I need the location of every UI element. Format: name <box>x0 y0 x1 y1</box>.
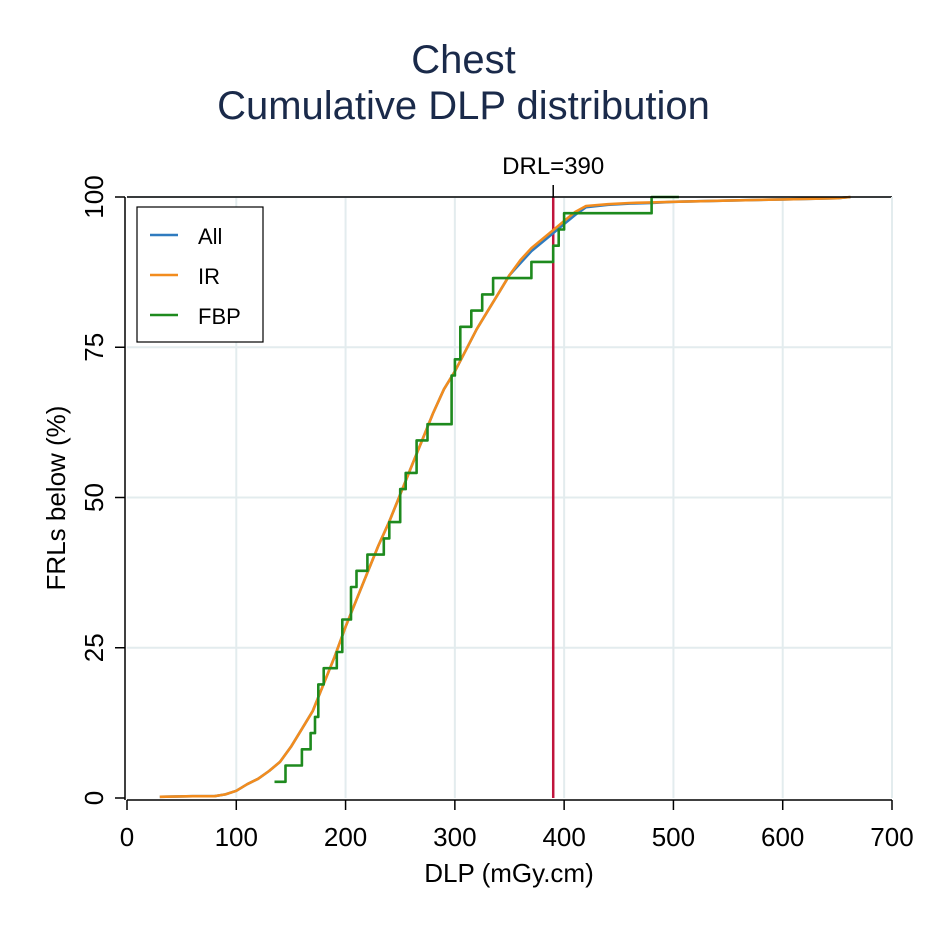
x-tick-label-600: 600 <box>761 822 804 852</box>
x-tick-label-0: 0 <box>120 822 134 852</box>
y-tick-label-25: 25 <box>79 633 109 662</box>
y-axis-label: FRLs below (%) <box>41 406 71 591</box>
drl-label: DRL=390 <box>502 153 604 180</box>
legend: All IR FBP <box>137 207 263 342</box>
legend-label-fbp: FBP <box>198 304 241 329</box>
x-tick-label-700: 700 <box>870 822 913 852</box>
y-tick-label-75: 75 <box>79 333 109 362</box>
x-tick-label-300: 300 <box>433 822 476 852</box>
legend-label-ir: IR <box>198 264 220 289</box>
y-tick-label-100: 100 <box>79 175 109 218</box>
x-tick-label-500: 500 <box>652 822 695 852</box>
x-tick-label-200: 200 <box>324 822 367 852</box>
cumulative-dlp-chart: DRL=390 0 100 200 300 400 500 600 700 0 25 50 75 100… <box>0 0 927 927</box>
y-tick-label-0: 0 <box>79 791 109 805</box>
y-tick-label-50: 50 <box>79 483 109 512</box>
x-tick-label-400: 400 <box>542 822 585 852</box>
chart-title: Chest <box>0 38 927 82</box>
x-axis-label: DLP (mGy.cm) <box>424 858 593 888</box>
chart-subtitle: Cumulative DLP distribution <box>0 84 927 128</box>
x-tick-label-100: 100 <box>215 822 258 852</box>
legend-label-all: All <box>198 224 222 249</box>
